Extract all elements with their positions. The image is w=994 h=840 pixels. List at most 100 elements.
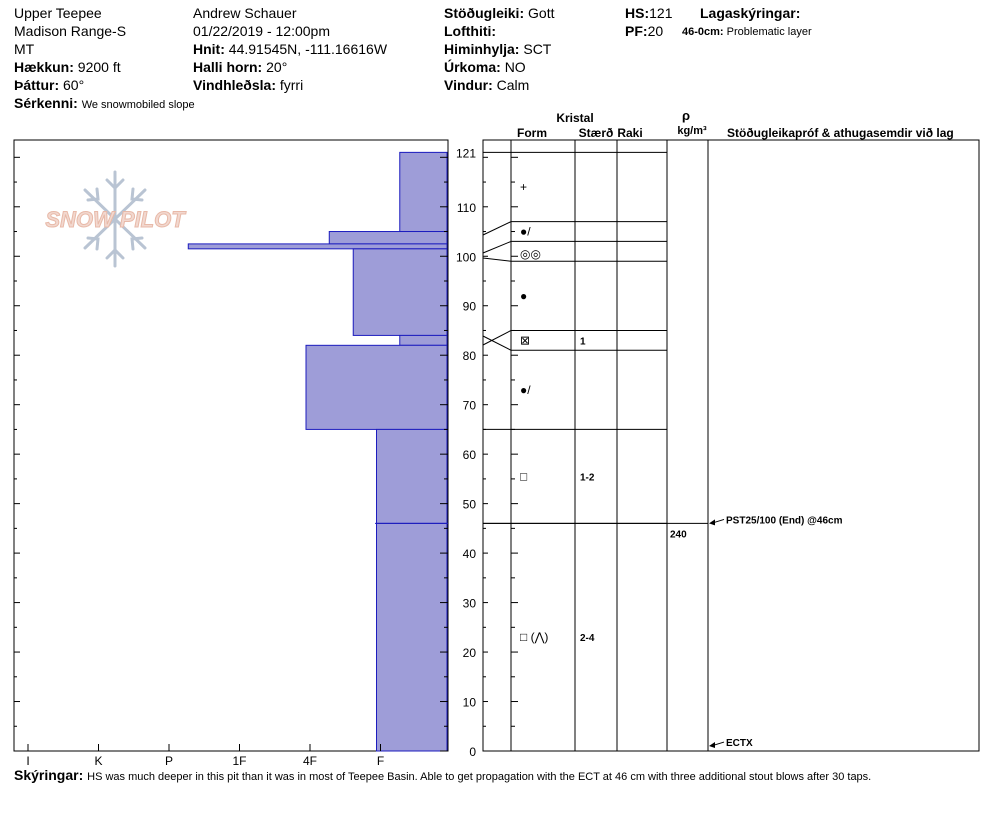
hs-label: HS:	[625, 5, 650, 21]
layer-notes-title: Lagaskýringar:	[700, 5, 801, 21]
layer-connector	[482, 221, 512, 236]
observer-name: Andrew Schauer	[193, 5, 297, 21]
layer-lines	[375, 151, 708, 524]
density-unit-header: kg/m³	[677, 125, 707, 137]
hardness-label: P	[165, 754, 173, 768]
features-label: Sérkenni:	[14, 95, 78, 111]
air-temp-label: Lofthiti:	[444, 23, 497, 39]
crystal-form: ⊠	[520, 333, 530, 347]
precip-value: NO	[504, 59, 526, 75]
tests-header: Stöðugleikapróf & athugasemdir við lag	[727, 126, 954, 140]
hs-field: HS:121	[625, 4, 672, 22]
crystal-form: □ (⋀)	[520, 630, 548, 644]
depth-label: 40	[463, 547, 477, 561]
crystal-size: 1	[580, 336, 586, 347]
hardness-bar	[187, 243, 448, 250]
wind-value: Calm	[496, 77, 530, 93]
observation-datetime: 01/22/2019 - 12:00pm	[193, 23, 330, 39]
test-arrow-head	[709, 519, 715, 526]
hardness-label: 1F	[232, 754, 246, 768]
pf-value: 20	[647, 23, 664, 39]
hardness-label: 4F	[303, 754, 317, 768]
hardness-label: I	[26, 754, 29, 768]
slope-value: 20°	[266, 59, 288, 75]
crystal-form: ●/	[520, 225, 531, 239]
logo-text: SNOW PILOT	[45, 207, 186, 232]
depth-label: 50	[463, 498, 477, 512]
hardness-bar	[305, 344, 448, 430]
hardness-label: K	[94, 754, 102, 768]
test-result: PST25/100 (End) @46cm	[726, 515, 843, 526]
crystal-size: 1-2	[580, 472, 595, 483]
slope-label: Halli horn:	[193, 59, 263, 75]
air-temp-field: Lofthiti:	[444, 22, 496, 40]
depth-label: 10	[463, 696, 477, 710]
depth-label: 20	[463, 646, 477, 660]
form-header: Form	[517, 126, 547, 140]
crystal-marks: + ●/ ◎◎ ● ⊠ 1 ●/ □ 1-2 □ (⋀) 2-4 240	[520, 180, 687, 644]
layer-connector	[482, 330, 512, 346]
size-header: Stærð	[579, 126, 614, 140]
layer-note-text: Problematic layer	[726, 26, 812, 38]
comments-field: Skýringar: HS was much deeper in this pi…	[14, 766, 871, 786]
hardness-axis-labels: I K P 1F 4F F	[26, 744, 384, 768]
test-arrow-head	[709, 742, 715, 749]
elevation-value: 9200 ft	[77, 59, 121, 75]
crystal-size: 2-4	[580, 633, 595, 644]
snowpilot-logo: SNOW PILOT	[45, 170, 187, 268]
hardness-plot-frame	[13, 139, 449, 752]
coords-label: Hnit:	[193, 41, 225, 57]
crystal-form: ●	[520, 289, 527, 303]
wind-field: Vindur: Calm	[444, 76, 529, 94]
features-field: Sérkenni: We snowmobiled slope	[14, 94, 195, 114]
crystal-form: ●/	[520, 383, 531, 397]
state-name: MT	[14, 41, 35, 57]
elevation-field: Hækkun: 9200 ft	[14, 58, 121, 76]
wind-loading-value: fyrri	[279, 77, 304, 93]
elevation-label: Hækkun:	[14, 59, 74, 75]
hardness-bar	[352, 248, 448, 336]
depth-axis-labels: 0 10 20 30 40 50 60 70 80 90 100 110 121	[456, 146, 476, 759]
profile-table-frame	[482, 139, 980, 752]
precip-field: Úrkoma: NO	[444, 58, 526, 76]
crystal-form: +	[520, 180, 527, 194]
hardness-label: F	[377, 754, 384, 768]
test-result: ECTX	[726, 738, 753, 749]
hs-value: 121	[649, 5, 673, 21]
layer-note-depth: 46-0cm:	[682, 26, 724, 38]
depth-label: 30	[463, 597, 477, 611]
coords-value: 44.91545N, -111.16616W	[228, 41, 388, 57]
comments-text: HS was much deeper in this pit than it w…	[87, 771, 872, 783]
precip-label: Úrkoma:	[444, 59, 501, 75]
stability-label: Stöðugleiki:	[444, 5, 525, 21]
stability-field: Stöðugleiki: Gott	[444, 4, 554, 22]
hardness-bar	[399, 151, 448, 233]
sky-field: Himinhylja: SCT	[444, 40, 551, 58]
depth-label: 80	[463, 349, 477, 363]
layer-connector	[482, 257, 512, 262]
depth-label: 100	[456, 250, 476, 264]
slope-field: Halli horn: 20°	[193, 58, 287, 76]
hardness-bar	[328, 231, 448, 245]
depth-label: 70	[463, 399, 477, 413]
wind-loading-field: Vindhleðsla: fyrri	[193, 76, 303, 94]
left-depth-ticks	[14, 156, 448, 752]
site-name: Upper Teepee	[14, 5, 102, 21]
crystal-form: □	[520, 469, 527, 483]
wind-loading-label: Vindhleðsla:	[193, 77, 276, 93]
layer-connector	[482, 240, 512, 254]
layer-note: 46-0cm: Problematic layer	[682, 23, 812, 41]
depth-label: 110	[457, 201, 476, 215]
pf-field: PF:20	[625, 22, 663, 40]
aspect-field: Þáttur: 60°	[14, 76, 84, 94]
pf-label: PF:	[625, 23, 648, 39]
coords-field: Hnit: 44.91545N, -111.16616W	[193, 40, 387, 58]
depth-label: 0	[469, 745, 476, 759]
hardness-bar	[376, 522, 448, 752]
sky-value: SCT	[523, 41, 552, 57]
layer-connector	[482, 335, 512, 351]
aspect-label: Þáttur:	[14, 77, 60, 93]
right-depth-ticks	[483, 156, 518, 752]
aspect-value: 60°	[63, 77, 85, 93]
